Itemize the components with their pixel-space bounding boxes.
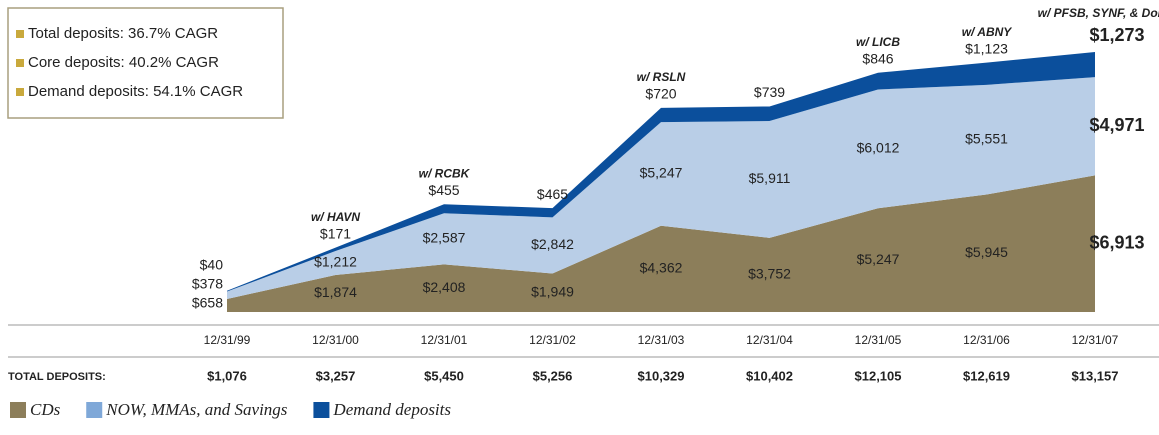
value-label: $1,949 xyxy=(531,283,574,299)
value-label: $5,911 xyxy=(749,170,791,186)
legend-swatch xyxy=(86,402,103,418)
value-label: $1,874 xyxy=(314,284,357,300)
value-label: $2,587 xyxy=(423,230,466,246)
total-value: $5,256 xyxy=(533,368,573,383)
cagr-legend-box xyxy=(7,7,284,119)
total-value: $10,402 xyxy=(746,368,793,383)
x-tick-label: 12/31/06 xyxy=(963,333,1010,347)
annotation: w/ HAVN xyxy=(311,210,360,224)
value-label: $171 xyxy=(320,225,351,241)
x-tick-label: 12/31/05 xyxy=(855,333,902,347)
x-tick-label: 12/31/07 xyxy=(1072,333,1119,347)
legend-icon xyxy=(16,88,24,96)
value-label: $1,273 xyxy=(1089,25,1144,45)
value-label: $455 xyxy=(428,182,459,198)
totals-label: TOTAL DEPOSITS: xyxy=(8,371,106,383)
total-value: $10,329 xyxy=(638,368,685,383)
legend-swatch xyxy=(10,402,26,418)
value-label: $6,913 xyxy=(1089,232,1144,252)
value-label: $378 xyxy=(192,276,223,292)
value-label: $4,362 xyxy=(640,260,683,276)
value-label: $846 xyxy=(862,50,893,66)
annotation: w/ RSLN xyxy=(637,70,686,84)
area xyxy=(227,175,1095,312)
annotation: w/ RCBK xyxy=(419,166,471,180)
annotation: w/ ABNY xyxy=(962,25,1013,39)
total-value: $12,105 xyxy=(855,368,902,383)
value-label: $40 xyxy=(200,257,224,273)
value-label: $1,123 xyxy=(965,40,1008,56)
value-label: $720 xyxy=(645,86,676,102)
legend-text: Total deposits: 36.7% CAGR xyxy=(28,25,218,42)
value-label: $3,752 xyxy=(748,266,791,282)
legend-label: NOW, MMAs, and Savings xyxy=(105,400,288,419)
legend-text: Core deposits: 40.2% CAGR xyxy=(28,54,219,71)
value-label: $4,971 xyxy=(1089,115,1144,135)
total-value: $3,257 xyxy=(316,368,356,383)
x-tick-label: 12/31/99 xyxy=(204,333,251,347)
value-label: $1,212 xyxy=(314,254,357,270)
area xyxy=(227,52,1095,292)
value-label: $739 xyxy=(754,84,785,100)
value-label: $5,551 xyxy=(965,130,1008,146)
x-tick-label: 12/31/01 xyxy=(421,333,468,347)
value-label: $2,408 xyxy=(423,279,466,295)
x-tick-label: 12/31/04 xyxy=(746,333,793,347)
value-label: $6,012 xyxy=(857,140,900,156)
value-label: $2,842 xyxy=(531,236,574,252)
legend-icon xyxy=(16,30,24,38)
annotation: w/ LICB xyxy=(856,35,900,49)
value-label: $5,247 xyxy=(640,165,683,181)
x-tick-label: 12/31/00 xyxy=(312,333,359,347)
legend-label: CDs xyxy=(30,400,61,419)
x-tick-label: 12/31/02 xyxy=(529,333,576,347)
value-label: $5,247 xyxy=(857,251,900,267)
value-label: $5,945 xyxy=(965,244,1008,260)
total-value: $12,619 xyxy=(963,368,1010,383)
total-value: $5,450 xyxy=(424,368,464,383)
total-value: $1,076 xyxy=(207,368,247,383)
value-label: $465 xyxy=(537,186,568,202)
annotation: w/ PFSB, SYNF, & Doral xyxy=(1038,6,1159,20)
total-value: $13,157 xyxy=(1072,368,1119,383)
value-label: $658 xyxy=(192,295,223,311)
legend-swatch xyxy=(313,402,330,418)
legend-text: Demand deposits: 54.1% CAGR xyxy=(28,83,243,100)
area xyxy=(227,77,1095,299)
legend-label: Demand deposits xyxy=(332,400,451,419)
x-tick-label: 12/31/03 xyxy=(638,333,685,347)
legend-icon xyxy=(16,59,24,67)
